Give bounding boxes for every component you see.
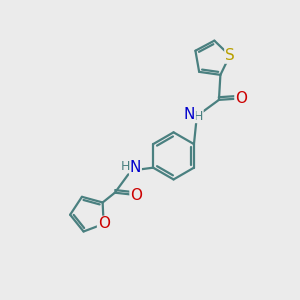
Text: S: S	[225, 48, 235, 63]
Text: N: N	[184, 107, 195, 122]
Text: O: O	[98, 216, 110, 231]
Text: O: O	[130, 188, 142, 202]
Text: N: N	[130, 160, 141, 175]
Text: O: O	[235, 91, 247, 106]
Text: H: H	[194, 110, 203, 123]
Text: H: H	[121, 160, 130, 173]
